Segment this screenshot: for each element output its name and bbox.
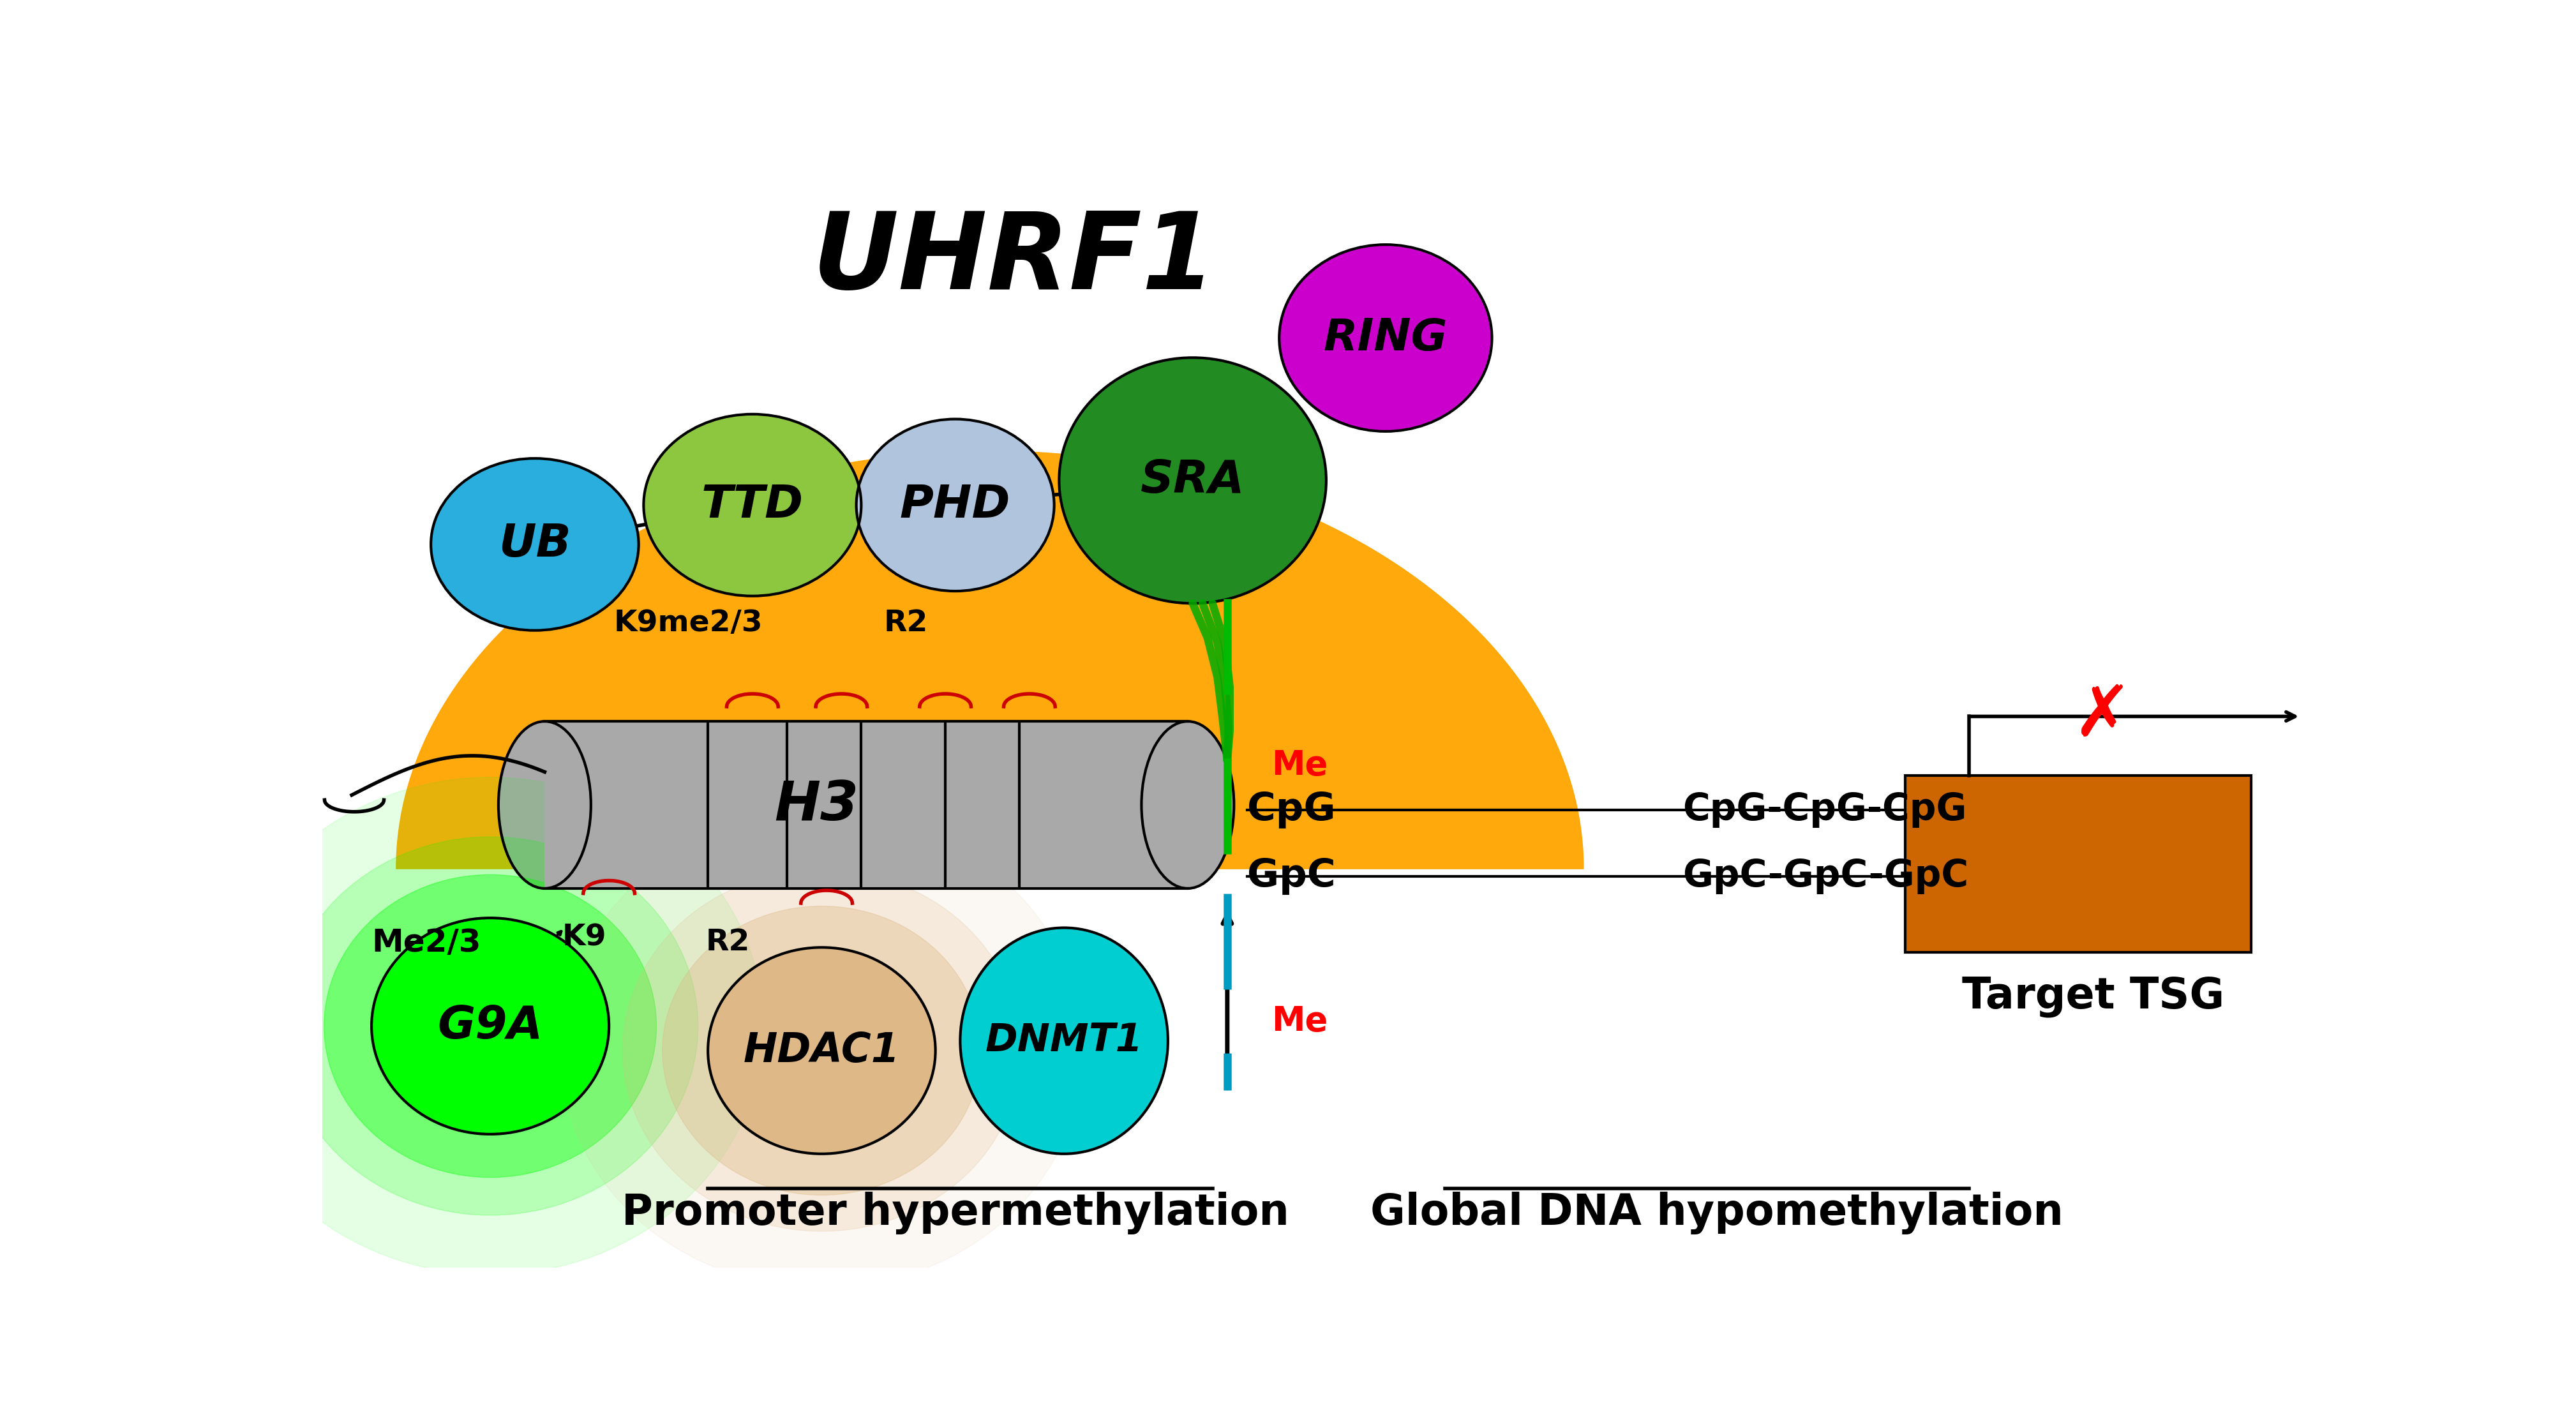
Text: Target TSG: Target TSG bbox=[1960, 975, 2223, 1018]
Text: K9me2/3: K9me2/3 bbox=[613, 608, 762, 638]
Text: R2: R2 bbox=[706, 928, 750, 957]
Text: DNMT1: DNMT1 bbox=[984, 1022, 1144, 1059]
Text: UHRF1: UHRF1 bbox=[811, 208, 1216, 312]
Ellipse shape bbox=[961, 928, 1167, 1153]
Ellipse shape bbox=[325, 874, 657, 1178]
Ellipse shape bbox=[283, 837, 698, 1215]
Ellipse shape bbox=[1278, 245, 1492, 431]
Ellipse shape bbox=[708, 947, 935, 1153]
Text: CpG-CpG-CpG: CpG-CpG-CpG bbox=[1682, 792, 1965, 827]
Text: RING: RING bbox=[1324, 316, 1448, 359]
Ellipse shape bbox=[855, 419, 1054, 591]
Text: R2: R2 bbox=[884, 608, 927, 638]
Text: TTD: TTD bbox=[701, 483, 804, 527]
Text: UB: UB bbox=[497, 523, 572, 567]
Ellipse shape bbox=[559, 813, 1082, 1287]
Text: Me: Me bbox=[1273, 749, 1327, 782]
Bar bbox=[544, 722, 1188, 889]
Text: Promoter hypermethylation: Promoter hypermethylation bbox=[621, 1192, 1288, 1235]
Text: ✗: ✗ bbox=[2074, 682, 2133, 750]
Text: K9: K9 bbox=[562, 923, 605, 951]
Text: HDAC1: HDAC1 bbox=[744, 1031, 899, 1071]
Ellipse shape bbox=[1141, 722, 1234, 889]
FancyBboxPatch shape bbox=[1904, 776, 2251, 953]
Bar bbox=[544, 722, 1188, 889]
Text: CpG: CpG bbox=[1247, 790, 1334, 829]
Text: Global DNA hypomethylation: Global DNA hypomethylation bbox=[1370, 1192, 2063, 1235]
Ellipse shape bbox=[216, 778, 762, 1274]
Ellipse shape bbox=[644, 414, 860, 597]
Ellipse shape bbox=[497, 722, 590, 889]
Ellipse shape bbox=[371, 918, 608, 1134]
Text: GpC-GpC-GpC: GpC-GpC-GpC bbox=[1682, 857, 1968, 894]
Ellipse shape bbox=[1059, 357, 1327, 604]
Text: PHD: PHD bbox=[899, 483, 1010, 527]
Text: Me2/3: Me2/3 bbox=[371, 927, 482, 958]
Ellipse shape bbox=[430, 459, 639, 631]
Text: H3: H3 bbox=[775, 779, 858, 832]
Text: G9A: G9A bbox=[438, 1004, 544, 1048]
Text: SRA: SRA bbox=[1141, 459, 1244, 503]
Text: GpC: GpC bbox=[1247, 857, 1334, 894]
Ellipse shape bbox=[662, 906, 981, 1195]
Text: Me: Me bbox=[1273, 1004, 1327, 1038]
Polygon shape bbox=[397, 451, 1584, 869]
Ellipse shape bbox=[623, 870, 1020, 1232]
